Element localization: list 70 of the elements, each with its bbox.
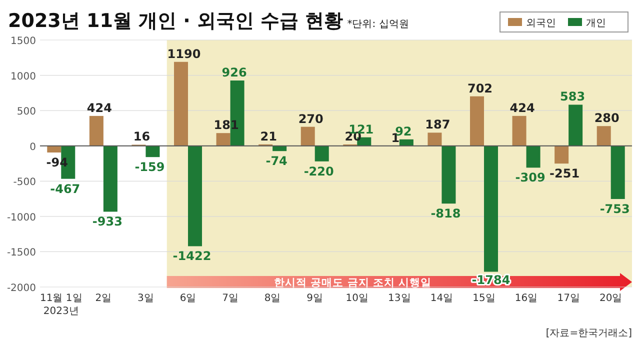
chart-title: 2023년 11월 개인 · 외국인 수급 현황 [8, 10, 344, 32]
bar [216, 133, 230, 146]
y-tick-label: 1000 [10, 71, 36, 82]
x-tick-label: 20일 [599, 293, 622, 304]
legend-label: 외국인 [526, 18, 556, 29]
x-tick-label: 2일 [95, 293, 112, 304]
data-label: 583 [560, 90, 586, 104]
data-label: -74 [266, 154, 288, 168]
legend-label: 개인 [586, 18, 606, 29]
y-tick-label: 500 [16, 106, 36, 118]
data-label: 926 [222, 66, 247, 80]
bar [484, 146, 498, 272]
x-tick-label: 7일 [222, 293, 238, 304]
chart-subtitle: *단위: 십억원 [347, 19, 409, 30]
x-tick-label: 8일 [264, 293, 281, 304]
data-label: -1422 [172, 249, 212, 264]
x-tick-label: 3일 [138, 293, 154, 304]
x-tick-label: 6일 [180, 293, 196, 304]
data-label: -753 [600, 202, 630, 216]
bar [146, 146, 160, 158]
bar [300, 126, 315, 146]
data-label: 270 [298, 112, 324, 126]
bar [554, 146, 569, 164]
data-label: 21 [260, 129, 277, 144]
bar [596, 126, 611, 146]
x-tick-label: 11월 1일 2023년 [40, 293, 82, 317]
bar [428, 132, 442, 146]
bar [470, 96, 484, 146]
y-tick-label: 0 [30, 142, 36, 153]
bar [188, 146, 202, 246]
y-tick-label: -2000 [6, 283, 36, 294]
data-label: -309 [515, 170, 546, 185]
data-label: 16 [133, 130, 150, 144]
y-tick-label: 1500 [10, 36, 36, 47]
data-label: 1190 [167, 46, 201, 61]
bar [399, 139, 414, 146]
bar [103, 146, 118, 212]
bar [314, 146, 329, 162]
bar [89, 116, 104, 146]
x-tick-label: 16일 [514, 293, 538, 304]
x-tick-label: 9일 [306, 293, 324, 304]
x-tick-label: 13일 [388, 293, 411, 304]
y-tick-label: -1000 [6, 212, 36, 224]
text: [자료=한국거래소] [546, 328, 632, 339]
data-label: 280 [594, 111, 620, 126]
data-label: -818 [430, 206, 461, 221]
data-label: 424 [86, 100, 112, 115]
bar [526, 146, 540, 168]
data-label: 424 [510, 100, 535, 115]
bar [47, 146, 62, 152]
bar [512, 116, 526, 146]
data-label: 702 [467, 81, 493, 96]
x-tick-label: 14일 [430, 293, 454, 304]
bar [610, 146, 625, 199]
data-label: -251 [550, 166, 580, 181]
x-tick-label: 17일 [557, 293, 580, 304]
y-tick-label: -1500 [6, 248, 36, 259]
data-label: 187 [425, 118, 450, 132]
x-tick-label: 15일 [472, 293, 496, 304]
bar [568, 104, 583, 146]
bar [442, 146, 456, 204]
data-label: -933 [92, 214, 122, 229]
x-tick-label: 10일 [346, 293, 369, 304]
y-tick-label: -500 [13, 177, 36, 188]
data-label: -220 [304, 164, 334, 178]
bar [174, 62, 188, 146]
data-label: -467 [50, 182, 80, 196]
band-label: 한시적 공매도 금지 조치 시행일 [274, 277, 432, 290]
data-label: -1784 [472, 272, 510, 287]
data-label: -159 [134, 160, 165, 174]
